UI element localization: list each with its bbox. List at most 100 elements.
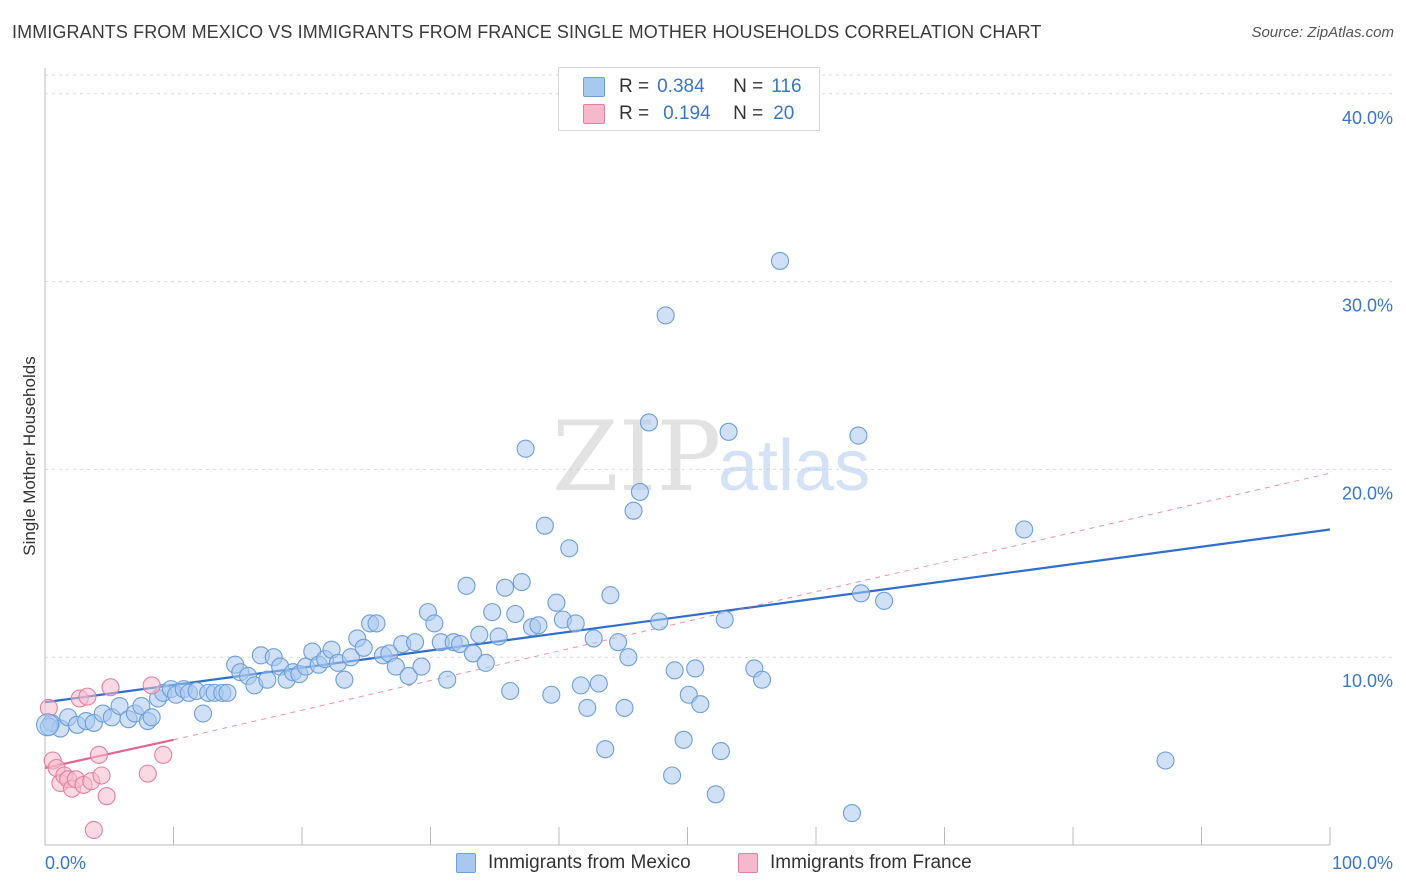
data-point-mexico <box>719 422 738 441</box>
data-point-mexico <box>1156 751 1175 770</box>
trendline-france-dashed <box>173 472 1331 741</box>
data-point-mexico <box>566 614 585 633</box>
data-point-france <box>138 764 157 783</box>
data-point-mexico <box>578 698 597 717</box>
data-point-mexico <box>483 603 502 622</box>
data-point-mexico <box>506 604 525 624</box>
x-tick-label: 100.0% <box>1332 853 1393 873</box>
bottom-legend-swatch-mexico <box>456 853 476 873</box>
data-point-mexico <box>132 696 151 716</box>
data-point-mexico <box>571 676 590 695</box>
legend-r-label: R = <box>619 103 650 124</box>
data-point-france <box>78 687 97 706</box>
data-point-mexico <box>665 661 684 680</box>
legend-r-label: R = <box>619 76 650 97</box>
bottom-legend-swatch-france <box>738 853 758 873</box>
data-point-mexico <box>516 439 535 458</box>
data-point-france <box>101 678 120 697</box>
data-point-france <box>89 745 109 764</box>
legend-n-value-france: 20 <box>773 103 795 124</box>
legend-row-france: R = 0.194 N = 20 <box>583 101 794 127</box>
watermark: ZIP atlas <box>552 401 870 513</box>
bottom-legend-mexico: Immigrants from Mexico <box>456 852 691 874</box>
data-point-mexico <box>512 573 531 592</box>
bottom-legend: Immigrants from Mexico Immigrants from F… <box>0 852 1406 876</box>
data-point-mexico <box>489 627 508 646</box>
data-point-mexico <box>584 629 603 648</box>
data-point-mexico <box>715 610 734 629</box>
data-point-france <box>92 766 111 785</box>
data-points <box>36 251 1175 840</box>
data-point-mexico <box>438 670 457 689</box>
data-point-mexico <box>110 696 129 716</box>
y-tick-label: 10.0% <box>1342 671 1393 691</box>
data-point-france <box>142 676 161 695</box>
data-point-mexico <box>386 657 405 676</box>
data-point-mexico <box>615 698 634 717</box>
data-point-mexico <box>547 593 566 612</box>
data-point-mexico <box>335 670 354 689</box>
legend-n-label: N = <box>733 103 764 124</box>
data-point-mexico <box>639 413 659 432</box>
data-point-mexico <box>624 501 643 520</box>
y-tick-label: 20.0% <box>1342 483 1393 503</box>
legend-row-mexico: R = 0.384 N = 116 <box>583 74 802 100</box>
data-point-mexico <box>596 740 615 759</box>
data-point-mexico <box>194 704 213 723</box>
data-point-mexico <box>470 625 489 644</box>
bottom-legend-france: Immigrants from France <box>738 852 972 874</box>
data-point-mexico <box>674 730 693 749</box>
data-point-mexico <box>542 685 561 704</box>
data-point-mexico <box>663 766 682 785</box>
x-tick-label: 0.0% <box>45 853 86 873</box>
data-point-mexico <box>425 614 444 633</box>
data-point-mexico <box>258 670 277 689</box>
data-point-mexico <box>341 648 360 667</box>
tick-labels: 10.0% 20.0% 30.0% 40.0% 0.0% 100.0% <box>45 108 1393 873</box>
data-point-mexico <box>770 251 790 270</box>
data-point-mexico <box>691 695 710 714</box>
data-point-mexico <box>1015 520 1034 539</box>
data-point-mexico <box>218 683 237 702</box>
trendlines <box>44 472 1331 770</box>
data-point-mexico <box>752 670 772 689</box>
data-point-mexico <box>495 578 515 597</box>
data-point-mexico <box>609 633 628 652</box>
source-label: Source: ZipAtlas.com <box>1251 24 1394 41</box>
data-point-mexico <box>842 804 862 823</box>
data-point-mexico <box>535 516 554 535</box>
trendline-france <box>44 738 174 770</box>
legend-n-label: N = <box>733 76 764 97</box>
legend-swatch-mexico <box>583 77 605 97</box>
data-point-mexico <box>849 426 868 445</box>
y-tick-label: 40.0% <box>1342 108 1393 128</box>
data-point-france <box>154 745 173 764</box>
data-point-mexico <box>560 539 579 558</box>
data-point-mexico <box>601 586 620 605</box>
data-point-mexico <box>354 638 373 657</box>
data-point-mexico <box>529 616 548 635</box>
data-point-mexico <box>650 612 669 631</box>
data-point-mexico <box>501 681 520 701</box>
legend-r-value-france: 0.194 <box>663 103 711 124</box>
trendline-mexico <box>44 528 1331 704</box>
data-point-mexico <box>451 634 470 654</box>
data-point-mexico <box>630 482 650 501</box>
data-point-mexico <box>463 644 482 663</box>
data-point-mexico <box>851 584 871 603</box>
legend-swatch-france <box>583 104 605 124</box>
data-point-mexico <box>706 785 725 804</box>
data-point-mexico <box>457 576 476 595</box>
data-point-mexico <box>656 306 675 325</box>
y-tick-label: 30.0% <box>1342 296 1393 316</box>
grid-lines <box>45 74 1392 658</box>
legend-r-value-mexico: 0.384 <box>657 76 705 97</box>
data-point-mexico <box>142 708 161 727</box>
watermark-atlas: atlas <box>718 426 870 506</box>
data-point-mexico <box>686 659 705 678</box>
data-point-mexico <box>36 713 60 737</box>
data-point-mexico <box>589 674 608 693</box>
data-point-mexico <box>711 742 730 761</box>
data-point-mexico <box>406 633 425 652</box>
